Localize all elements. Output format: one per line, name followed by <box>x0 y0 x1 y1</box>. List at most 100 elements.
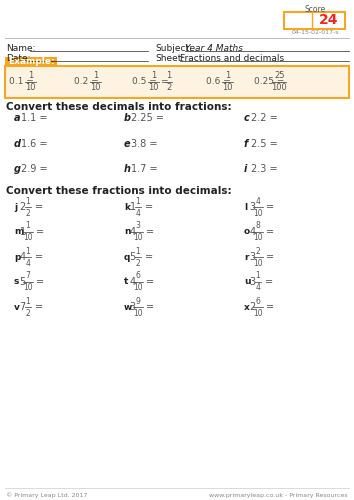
Text: Convert these fractions into decimals:: Convert these fractions into decimals: <box>6 186 232 196</box>
Text: i: i <box>244 164 247 174</box>
Text: Example:: Example: <box>8 58 55 66</box>
Text: 10: 10 <box>133 234 143 242</box>
Text: 1.1 =: 1.1 = <box>21 113 47 123</box>
Text: h: h <box>124 164 131 174</box>
Text: © Primary Leap Ltd. 2017: © Primary Leap Ltd. 2017 <box>6 492 87 498</box>
Text: 04-15-02-017-s: 04-15-02-017-s <box>291 30 339 36</box>
Text: k: k <box>124 202 130 211</box>
Text: r: r <box>244 252 249 262</box>
Text: 10: 10 <box>23 234 33 242</box>
Text: 10: 10 <box>253 258 263 268</box>
Text: 3: 3 <box>136 222 141 230</box>
Text: =: = <box>267 252 275 262</box>
Text: 100: 100 <box>271 84 287 92</box>
Text: 1.7 =: 1.7 = <box>131 164 158 174</box>
Text: 1: 1 <box>136 196 140 205</box>
Text: a: a <box>14 113 21 123</box>
Text: =: = <box>265 277 273 287</box>
Text: 4: 4 <box>136 208 141 218</box>
Text: 2.3 =: 2.3 = <box>251 164 278 174</box>
Text: 10: 10 <box>25 84 36 92</box>
Text: =: = <box>147 302 155 312</box>
Text: 1: 1 <box>25 246 30 256</box>
Text: Year 4 Maths: Year 4 Maths <box>185 44 243 53</box>
Text: 24: 24 <box>319 14 339 28</box>
Text: =: = <box>35 252 43 262</box>
Text: 1: 1 <box>166 72 171 80</box>
Text: 8: 8 <box>256 222 260 230</box>
Text: f: f <box>244 139 248 149</box>
FancyBboxPatch shape <box>284 12 345 29</box>
Text: 4: 4 <box>250 227 256 237</box>
Text: 1: 1 <box>151 72 156 80</box>
Text: 25: 25 <box>274 72 285 80</box>
Text: n: n <box>124 228 131 236</box>
FancyBboxPatch shape <box>5 66 349 98</box>
Text: =: = <box>267 202 275 212</box>
Text: 1: 1 <box>25 296 30 306</box>
Text: s: s <box>14 278 19 286</box>
Text: 0.6 =: 0.6 = <box>206 78 234 86</box>
Text: 3: 3 <box>250 202 256 212</box>
Text: 10: 10 <box>253 308 263 318</box>
FancyBboxPatch shape <box>5 57 57 67</box>
Text: www.primaryleap.co.uk - Primary Resources: www.primaryleap.co.uk - Primary Resource… <box>209 492 348 498</box>
Text: 10: 10 <box>148 84 159 92</box>
Text: c: c <box>244 113 250 123</box>
Text: d: d <box>14 139 21 149</box>
Text: 1: 1 <box>130 202 136 212</box>
Text: 6: 6 <box>136 272 141 280</box>
Text: =: = <box>145 252 153 262</box>
Text: 5: 5 <box>19 277 26 287</box>
Text: 2.5 =: 2.5 = <box>251 139 278 149</box>
Text: 10: 10 <box>253 234 263 242</box>
Text: g: g <box>14 164 21 174</box>
Text: 1: 1 <box>256 272 260 280</box>
Text: 3.8 =: 3.8 = <box>131 139 158 149</box>
Text: 0.2 =: 0.2 = <box>74 78 102 86</box>
Text: 4: 4 <box>19 252 26 262</box>
Text: 2: 2 <box>166 84 171 92</box>
Text: 10: 10 <box>90 84 101 92</box>
Text: 2: 2 <box>19 202 26 212</box>
Text: 2: 2 <box>25 308 30 318</box>
Text: x: x <box>244 302 250 312</box>
Text: 4: 4 <box>130 277 136 287</box>
Text: v: v <box>14 302 20 312</box>
Text: 3: 3 <box>250 277 256 287</box>
Text: 5: 5 <box>130 252 136 262</box>
Text: 1.6 =: 1.6 = <box>21 139 47 149</box>
Text: 1: 1 <box>225 72 230 80</box>
Text: 0.1 =: 0.1 = <box>9 78 36 86</box>
Text: Score: Score <box>304 5 326 14</box>
Text: j: j <box>14 202 17 211</box>
Text: =: = <box>147 227 155 237</box>
Text: =: = <box>36 227 45 237</box>
Text: 1: 1 <box>19 227 26 237</box>
Text: =: = <box>161 78 172 86</box>
Text: =: = <box>267 227 275 237</box>
Text: 0.5 =: 0.5 = <box>132 78 160 86</box>
Text: e: e <box>124 139 131 149</box>
Text: 2: 2 <box>250 302 256 312</box>
Text: l: l <box>244 202 247 211</box>
Text: Subject:: Subject: <box>155 44 192 53</box>
Text: 3: 3 <box>250 252 256 262</box>
Text: 1: 1 <box>28 72 33 80</box>
Text: 4: 4 <box>256 284 260 292</box>
Text: u: u <box>244 278 251 286</box>
Text: Fractions and decimals: Fractions and decimals <box>180 54 284 63</box>
Text: Date:: Date: <box>6 54 30 63</box>
Text: m: m <box>14 228 23 236</box>
Text: =: = <box>147 277 155 287</box>
Text: 4: 4 <box>130 227 136 237</box>
Text: 0.25 =: 0.25 = <box>254 78 287 86</box>
Text: w: w <box>124 302 132 312</box>
Text: =: = <box>36 277 45 287</box>
Text: q: q <box>124 252 130 262</box>
Text: Convert these decimals into fractions:: Convert these decimals into fractions: <box>6 102 232 112</box>
Text: 2.25 =: 2.25 = <box>131 113 164 123</box>
Text: 1: 1 <box>136 246 140 256</box>
Text: 9: 9 <box>136 296 141 306</box>
Text: 1: 1 <box>25 196 30 205</box>
